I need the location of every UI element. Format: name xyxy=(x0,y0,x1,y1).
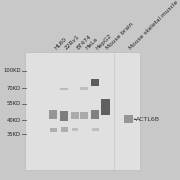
Text: ACTL6B: ACTL6B xyxy=(136,117,160,122)
Text: 40KD: 40KD xyxy=(7,118,21,123)
Bar xyxy=(101,99,110,115)
Bar xyxy=(124,115,133,123)
Text: 70KD: 70KD xyxy=(7,86,21,91)
Bar xyxy=(80,112,88,119)
Bar xyxy=(91,110,99,119)
Bar xyxy=(72,128,78,131)
Bar xyxy=(50,128,57,132)
Text: 35KD: 35KD xyxy=(7,132,21,137)
Bar xyxy=(60,88,68,90)
Text: 55KD: 55KD xyxy=(7,101,21,106)
Text: BT474: BT474 xyxy=(75,34,92,51)
Text: 22Rv1: 22Rv1 xyxy=(64,34,81,51)
Bar xyxy=(71,112,79,119)
Text: HepG2: HepG2 xyxy=(95,33,113,51)
Bar xyxy=(92,128,99,131)
Text: Mouse brain: Mouse brain xyxy=(105,22,135,51)
Text: HeLa: HeLa xyxy=(84,37,98,51)
Bar xyxy=(49,110,57,119)
Text: HL60: HL60 xyxy=(53,37,68,51)
Text: Mouse skeletal muscle: Mouse skeletal muscle xyxy=(129,0,180,51)
Bar xyxy=(25,52,140,170)
Text: 100KD: 100KD xyxy=(4,68,21,73)
Bar xyxy=(91,79,99,86)
Bar xyxy=(61,127,68,132)
Bar xyxy=(60,111,68,121)
Bar xyxy=(80,87,88,90)
